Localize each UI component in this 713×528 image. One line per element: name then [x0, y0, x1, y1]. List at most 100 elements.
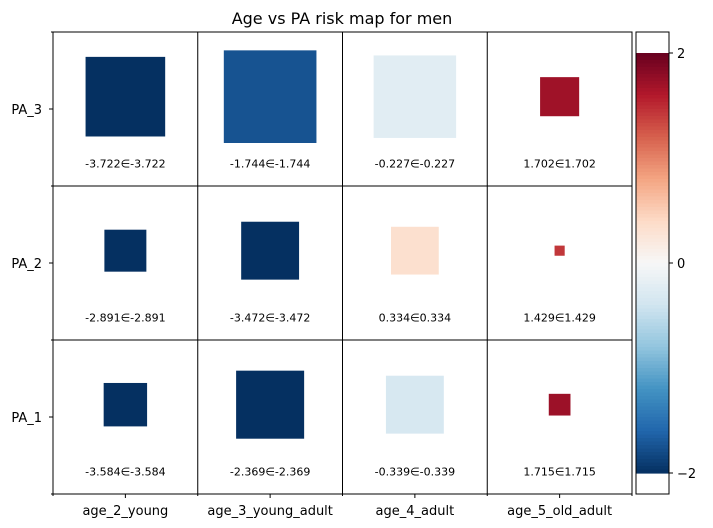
colorbar-segment: [636, 60, 669, 65]
y-tick-label-PA_3: PA_3: [11, 103, 42, 118]
colorbar-segment: [636, 133, 669, 138]
colorbar-segment: [636, 347, 669, 352]
colorbar-segment: [636, 462, 669, 467]
colorbar-segment: [636, 420, 669, 425]
colorbar-segment: [636, 315, 669, 320]
colorbar-segment: [636, 287, 669, 292]
x-tick-label-age_2_young: age_2_young: [82, 504, 168, 519]
colorbar-segment: [636, 224, 669, 229]
colorbar-segment: [636, 119, 669, 124]
colorbar-segment: [636, 252, 669, 257]
colorbar-segment: [636, 340, 669, 345]
colorbar-segment: [636, 245, 669, 250]
colorbar-segment: [636, 427, 669, 432]
x-tick-label-age_4_adult: age_4_adult: [376, 504, 455, 519]
colorbar-segment: [636, 165, 669, 170]
colorbar-segment: [636, 392, 669, 397]
colorbar-segment: [636, 336, 669, 341]
cell-square-PA_3-age_5_old_adult: [540, 77, 580, 117]
colorbar-segment: [636, 123, 669, 128]
colorbar-segment: [636, 445, 669, 450]
y-tick-label-PA_2: PA_2: [11, 257, 42, 272]
x-tick-label-age_3_young_adult: age_3_young_adult: [207, 504, 333, 519]
colorbar-segment: [636, 434, 669, 439]
colorbar-segment: [636, 469, 669, 474]
colorbar-segment: [636, 98, 669, 103]
colorbar-segment: [636, 350, 669, 355]
colorbar-segment: [636, 179, 669, 184]
colorbar-segment: [636, 291, 669, 296]
colorbar-segment: [636, 161, 669, 166]
colorbar-segment: [636, 259, 669, 264]
cell-square-PA_3-age_2_young: [85, 56, 166, 137]
colorbar-segment: [636, 452, 669, 457]
colorbar-segment: [636, 322, 669, 327]
cell-label-PA_2-age_3_young_adult: -3.472∈-3.472: [230, 312, 311, 325]
colorbar-segment: [636, 263, 669, 268]
colorbar-segment: [636, 67, 669, 72]
colorbar-segment: [636, 56, 669, 61]
colorbar-segment: [636, 294, 669, 299]
colorbar-segment: [636, 74, 669, 79]
colorbar-segment: [636, 396, 669, 401]
colorbar-tick-label: −2: [677, 467, 696, 482]
colorbar: 2 0 −2: [635, 31, 696, 495]
colorbar-segment: [636, 455, 669, 460]
cell-square-PA_3-age_4_adult: [373, 55, 457, 138]
colorbar-segment: [636, 249, 669, 254]
colorbar-segment: [636, 361, 669, 366]
colorbar-segment: [636, 448, 669, 453]
colorbar-segment: [636, 130, 669, 135]
colorbar-segment: [636, 441, 669, 446]
cell-square-PA_1-age_2_young: [103, 382, 148, 427]
cell-square-PA_3-age_3_young_adult: [223, 50, 317, 143]
y-tick-label-PA_1: PA_1: [11, 411, 42, 426]
cell-square-PA_2-age_2_young: [104, 229, 147, 272]
colorbar-segment: [636, 91, 669, 96]
colorbar-segment: [636, 406, 669, 411]
colorbar-segment: [636, 147, 669, 152]
colorbar-segment: [636, 63, 669, 68]
colorbar-segment: [636, 70, 669, 75]
colorbar-segment: [636, 116, 669, 121]
colorbar-segment: [636, 364, 669, 369]
colorbar-segment: [636, 312, 669, 317]
colorbar-segment: [636, 102, 669, 107]
colorbar-segment: [636, 175, 669, 180]
colorbar-tick-label: 0: [677, 257, 685, 272]
cell-label-PA_2-age_4_adult: 0.334∈0.334: [379, 312, 452, 325]
colorbar-segment: [636, 301, 669, 306]
colorbar-segment: [636, 154, 669, 159]
colorbar-segment: [636, 410, 669, 415]
colorbar-segment: [636, 305, 669, 310]
cell-square-PA_1-age_4_adult: [385, 375, 444, 434]
heatmap-plot-area: -3.722∈-3.722 -1.744∈-1.744 -0.227∈-0.227 1…: [11, 31, 633, 519]
colorbar-segment: [636, 189, 669, 194]
chart-title: Age vs PA risk map for men: [232, 9, 453, 28]
colorbar-tick-label: 2: [677, 47, 685, 62]
colorbar-segment: [636, 459, 669, 464]
colorbar-segment: [636, 210, 669, 215]
colorbar-segment: [636, 84, 669, 89]
colorbar-segment: [636, 270, 669, 275]
colorbar-segment: [636, 273, 669, 278]
colorbar-segment: [636, 280, 669, 285]
colorbar-segment: [636, 389, 669, 394]
colorbar-segment: [636, 333, 669, 338]
cell-square-PA_2-age_5_old_adult: [554, 245, 565, 256]
colorbar-segment: [636, 399, 669, 404]
colorbar-segment: [636, 105, 669, 110]
colorbar-segment: [636, 200, 669, 205]
colorbar-segment: [636, 343, 669, 348]
colorbar-segment: [636, 112, 669, 117]
cell-label-PA_3-age_2_young: -3.722∈-3.722: [85, 158, 166, 171]
colorbar-segment: [636, 326, 669, 331]
colorbar-segment: [636, 284, 669, 289]
colorbar-segment: [636, 81, 669, 86]
cell-label-PA_1-age_3_young_adult: -2.369∈-2.369: [230, 466, 311, 479]
colorbar-segment: [636, 256, 669, 261]
colorbar-segment: [636, 298, 669, 303]
colorbar-segment: [636, 168, 669, 173]
colorbar-segment: [636, 77, 669, 82]
cell-label-PA_1-age_2_young: -3.584∈-3.584: [85, 466, 166, 479]
